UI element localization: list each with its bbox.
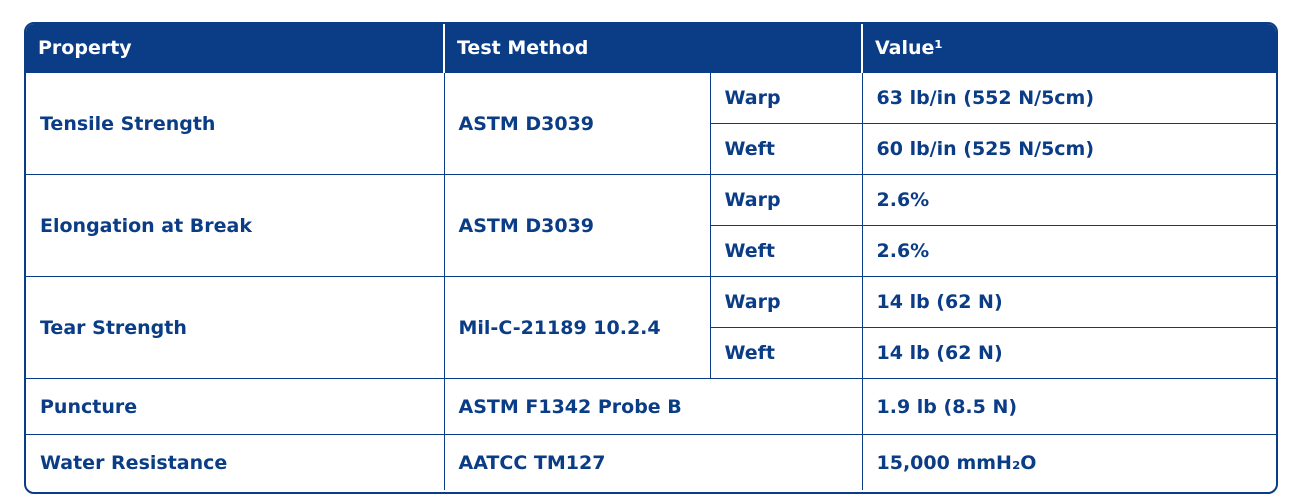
direction-cell: Warp [709, 276, 863, 328]
spec-table: Property Test Method Value¹ Tensile Streng… [26, 24, 1276, 490]
table-row: Tensile Strength ASTM D3039 Warp 63 lb/in (… [26, 72, 1276, 175]
value-cell: 14 lb (62 N) [861, 276, 1276, 328]
property-cell: Elongation at Break [26, 174, 445, 277]
property-cell: Puncture [26, 378, 445, 435]
table-row: Elongation at Break ASTM D3039 Warp 2.6% [26, 174, 1276, 277]
table-row: Puncture ASTM F1342 Probe B 1.9 lb (8.5 N) [26, 378, 1276, 435]
method-cell: AATCC TM127 [443, 434, 863, 490]
header-row: Property Test Method Value¹ [26, 24, 1276, 73]
direction-cell: Weft [710, 123, 863, 175]
property-cell: Water Resistance [26, 434, 445, 490]
property-cell: Tear Strength [26, 276, 445, 379]
method-cell: ASTM D3039 [443, 174, 711, 277]
method-cell: ASTM F1342 Probe B [443, 378, 863, 435]
table-row: Weft 60 lb/in (525 N/5cm) [26, 123, 1276, 175]
table-row: Tear Strength Mil-C-21189 10.2.4 Warp 14 lb… [26, 276, 1276, 379]
value-cell: 2.6% [861, 174, 1276, 226]
table-row: Water Resistance AATCC TM127 15,000 mmH₂O [26, 434, 1276, 490]
property-cell: Tensile Strength [26, 72, 445, 175]
value-cell: 1.9 lb (8.5 N) [861, 378, 1276, 435]
spec-table-frame: Property Test Method Value¹ Tensile Streng… [24, 22, 1278, 494]
header-cell: Value¹ [862, 24, 1276, 73]
value-cell: 2.6% [861, 225, 1276, 277]
method-cell: ASTM D3039 [443, 72, 711, 175]
header-cell: Test Method [444, 24, 864, 73]
direction-cell: Weft [710, 327, 863, 379]
method-cell: Mil-C-21189 10.2.4 [443, 276, 711, 379]
value-cell: 15,000 mmH₂O [861, 434, 1276, 490]
direction-cell: Warp [709, 174, 863, 226]
direction-cell: Weft [710, 225, 863, 277]
value-cell: 63 lb/in (552 N/5cm) [861, 72, 1276, 124]
header-cell: Property [26, 24, 445, 73]
value-cell: 14 lb (62 N) [861, 327, 1276, 379]
direction-cell: Warp [709, 72, 863, 124]
value-cell: 60 lb/in (525 N/5cm) [861, 123, 1276, 175]
